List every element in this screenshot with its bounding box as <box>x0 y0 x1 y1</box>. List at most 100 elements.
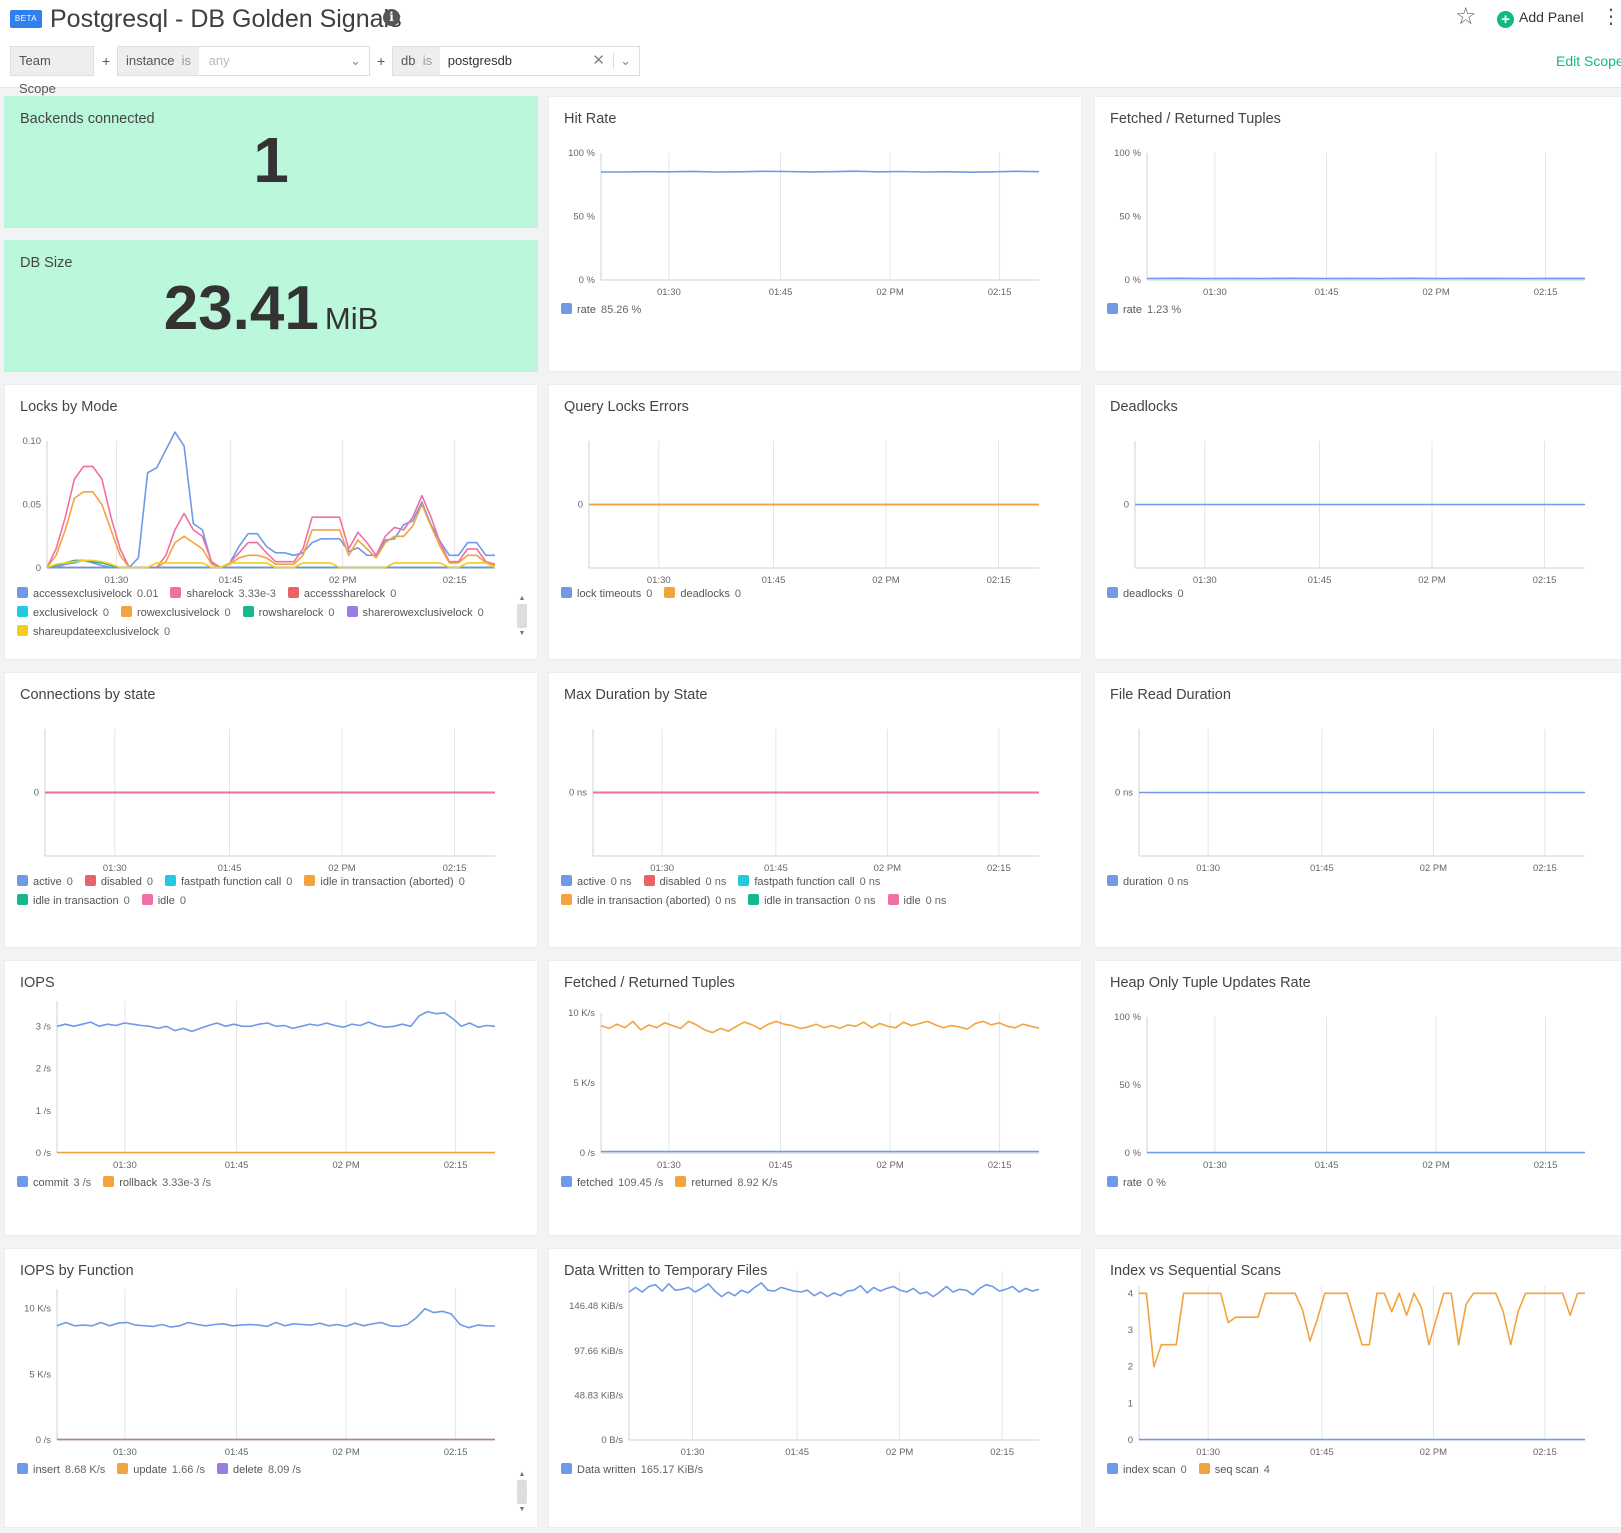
chart-plot[interactable]: 01:30 01:45 02 PM 02:15 0 ns <box>1095 673 1621 873</box>
series-line-accessexclusivelock[interactable] <box>47 431 495 569</box>
chart-plot[interactable]: 01:30 01:45 02 PM 02:15 146.48 KiB/s 97.66 Ki… <box>549 1249 1083 1461</box>
chevron-down-icon[interactable]: ⌄ <box>620 53 631 68</box>
legend-item[interactable]: idle in transaction (aborted) 0 <box>304 873 465 892</box>
legend-item[interactable]: duration 0 ns <box>1107 873 1189 892</box>
legend-item[interactable]: accessexclusivelock 0.01 <box>17 585 158 604</box>
scroll-up-icon[interactable]: ▲ <box>518 1471 526 1478</box>
legend-scrollbar[interactable]: ▲ ▼ <box>517 1471 527 1513</box>
legend-item[interactable]: deadlocks 0 <box>664 585 741 604</box>
clear-icon[interactable]: ✕ <box>592 52 605 69</box>
legend-item[interactable]: seq scan 4 <box>1198 1461 1270 1480</box>
add-panel-button[interactable]: + Add Panel <box>1497 7 1584 28</box>
chart-plot[interactable]: 01:30 01:45 02 PM 02:15 10 K/s 5 K/s 0 /s <box>549 961 1083 1174</box>
chart-plot[interactable]: 01:30 01:45 02 PM 02:15 4 3 2 1 0 <box>1095 1249 1621 1461</box>
legend-item[interactable]: shareupdateexclusivelock 0 <box>17 623 170 642</box>
legend-item[interactable]: idle 0 ns <box>887 892 946 911</box>
legend-item[interactable]: rollback 3.33e-3 /s <box>103 1174 211 1193</box>
chart-plot[interactable]: 01:30 01:45 02 PM 02:15 0 <box>1095 385 1621 585</box>
edit-scope-link[interactable]: Edit Scope <box>1556 53 1621 69</box>
panel-db-size[interactable]: DB Size 23.41 MiB <box>4 240 538 372</box>
legend-item[interactable]: active 0 ns <box>561 873 632 892</box>
panel-fetched-returned-tuples-rate[interactable]: Fetched / Returned Tuples 01:30 01:45 02 P… <box>548 960 1082 1236</box>
chart-plot[interactable]: 01:30 01:45 02 PM 02:15 3 /s 2 /s 1 /s 0 /s <box>5 961 539 1174</box>
legend-item[interactable]: update 1.66 /s <box>117 1461 205 1480</box>
legend-item[interactable]: rowexclusivelock 0 <box>120 604 231 623</box>
legend-item[interactable]: fastpath function call 0 ns <box>738 873 880 892</box>
panel-locks-by-mode[interactable]: Locks by Mode 01:30 01:45 02 PM 02:15 0.10 0.… <box>4 384 538 660</box>
db-filter[interactable]: db is postgresdb ✕ ⌄ <box>392 46 640 76</box>
more-options-icon[interactable]: ⋮ <box>1601 6 1621 28</box>
legend-item[interactable]: lock timeouts 0 <box>561 585 652 604</box>
legend-item[interactable]: rate 0 % <box>1107 1174 1166 1193</box>
legend-item[interactable]: rate 85.26 % <box>561 301 641 320</box>
scroll-thumb[interactable] <box>517 1480 527 1504</box>
chart-plot[interactable]: 01:30 01:45 02 PM 02:15 0.10 0.05 0 <box>5 385 539 585</box>
panel-connections-by-state[interactable]: Connections by state 01:30 01:45 02 PM 02:1… <box>4 672 538 948</box>
legend-item[interactable]: sharelock 3.33e-3 <box>170 585 276 604</box>
legend-item[interactable]: returned 8.92 K/s <box>675 1174 778 1193</box>
chevron-down-icon[interactable]: ⌄ <box>350 53 361 68</box>
scroll-up-icon[interactable]: ▲ <box>518 595 526 602</box>
legend-item[interactable]: fetched 109.45 /s <box>561 1174 663 1193</box>
series-line-insert[interactable] <box>56 1307 496 1329</box>
instance-filter[interactable]: instance is any ⌄ <box>117 46 370 76</box>
legend-item[interactable]: idle in transaction (aborted) 0 ns <box>561 892 736 911</box>
panel-iops[interactable]: IOPS 01:30 01:45 02 PM 02:15 3 /s 2 /s 1 /s 0 /… <box>4 960 538 1236</box>
legend-item[interactable]: idle in transaction 0 ns <box>748 892 876 911</box>
legend-item[interactable]: rate 1.23 % <box>1107 301 1181 320</box>
series-line-sharelock[interactable] <box>46 465 496 569</box>
panel-index-vs-sequential-scans[interactable]: Index vs Sequential Scans 01:30 01:45 02 P… <box>1094 1248 1621 1528</box>
legend-item[interactable]: deadlocks 0 <box>1107 585 1184 604</box>
panel-hit-rate[interactable]: Hit Rate 01:30 01:45 02 PM 02:15 100 % 50 % 0 … <box>548 96 1082 372</box>
panel-title: Max Duration by State <box>564 687 708 703</box>
info-icon[interactable]: i <box>383 9 400 26</box>
chart-plot[interactable]: 01:30 01:45 02 PM 02:15 100 % 50 % 0 % <box>1095 97 1621 301</box>
legend-item[interactable]: idle in transaction 0 <box>17 892 130 911</box>
legend-swatch <box>675 1176 687 1187</box>
legend-item[interactable]: accesssharelock 0 <box>287 585 396 604</box>
panel-iops-by-function[interactable]: IOPS by Function 01:30 01:45 02 PM 02:15 10 … <box>4 1248 538 1528</box>
legend-item[interactable]: sharerowexclusivelock 0 <box>346 604 484 623</box>
y-tick-label: 5 K/s <box>573 1078 595 1089</box>
panel-backends-connected[interactable]: Backends connected 1 <box>4 96 538 228</box>
chart-plot[interactable]: 01:30 01:45 02 PM 02:15 100 % 50 % 0 % <box>1095 961 1621 1174</box>
series-line-rate[interactable] <box>601 170 1040 173</box>
chart-plot[interactable]: 01:30 01:45 02 PM 02:15 10 K/s 5 K/s 0 /s <box>5 1249 539 1461</box>
panel-data-written-temp-files[interactable]: Data Written to Temporary Files 01:30 01:… <box>548 1248 1082 1528</box>
series-line-data-written[interactable] <box>628 1282 1040 1298</box>
series-line-seq-scan[interactable] <box>1139 1292 1585 1368</box>
legend-item[interactable]: active 0 <box>17 873 73 892</box>
panel-fetched-returned-tuples[interactable]: Fetched / Returned Tuples 01:30 01:45 02 P… <box>1094 96 1621 372</box>
legend-value: 8.68 K/s <box>64 1464 106 1476</box>
legend-item[interactable]: delete 8.09 /s <box>216 1461 301 1480</box>
series-line-returned[interactable] <box>600 1020 1040 1034</box>
legend-item[interactable]: idle 0 <box>141 892 186 911</box>
chart-plot[interactable]: 01:30 01:45 02 PM 02:15 0 <box>5 673 539 873</box>
legend-item[interactable]: rowsharelock 0 <box>242 604 335 623</box>
panel-heap-only-tuple-updates-rate[interactable]: Heap Only Tuple Updates Rate 01:30 01:45 0… <box>1094 960 1621 1236</box>
legend-item[interactable]: Data written 165.17 KiB/s <box>561 1461 703 1480</box>
legend-item[interactable]: disabled 0 ns <box>643 873 726 892</box>
legend-scrollbar[interactable]: ▲ ▼ <box>517 595 527 637</box>
legend-item[interactable]: exclusivelock 0 <box>17 604 109 623</box>
scroll-down-icon[interactable]: ▼ <box>518 1506 526 1513</box>
scroll-thumb[interactable] <box>517 604 527 628</box>
team-scope-chip[interactable]: Team Scope <box>10 46 94 96</box>
legend-item[interactable]: fastpath function call 0 <box>164 873 292 892</box>
panel-file-read-duration[interactable]: File Read Duration 01:30 01:45 02 PM 02:15 0… <box>1094 672 1621 948</box>
series-line-shareupdateexclusivelock[interactable] <box>46 559 496 569</box>
panel-query-locks-errors[interactable]: Query Locks Errors 01:30 01:45 02 PM 02:15 0… <box>548 384 1082 660</box>
legend-item[interactable]: index scan 0 <box>1107 1461 1187 1480</box>
legend-item[interactable]: insert 8.68 K/s <box>17 1461 105 1480</box>
star-icon[interactable]: ☆ <box>1455 3 1477 30</box>
legend-item[interactable]: commit 3 /s <box>17 1174 91 1193</box>
panel-deadlocks[interactable]: Deadlocks 01:30 01:45 02 PM 02:15 0 deadlocks… <box>1094 384 1621 660</box>
chart-plot[interactable]: 01:30 01:45 02 PM 02:15 0 ns <box>549 673 1083 873</box>
chart-plot[interactable]: 01:30 01:45 02 PM 02:15 0 <box>549 385 1083 585</box>
series-line-commit[interactable] <box>56 1010 496 1033</box>
scroll-down-icon[interactable]: ▼ <box>518 630 526 637</box>
panel-max-duration-by-state[interactable]: Max Duration by State 01:30 01:45 02 PM 02:… <box>548 672 1082 948</box>
chart-plot[interactable]: 01:30 01:45 02 PM 02:15 100 % 50 % 0 % <box>549 97 1083 301</box>
legend-item[interactable]: disabled 0 <box>84 873 153 892</box>
series-line-rowexclusivelock[interactable] <box>46 491 496 569</box>
